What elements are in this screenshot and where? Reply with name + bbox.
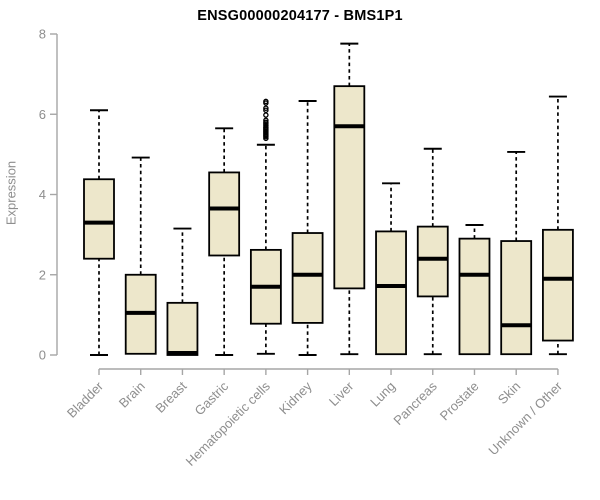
x-tick-label: Kidney xyxy=(276,378,315,417)
x-tick-label: Pancreas xyxy=(390,378,440,428)
chart-title: ENSG00000204177 - BMS1P1 xyxy=(197,8,403,24)
iqr-box xyxy=(291,232,324,324)
x-tick-label: Gastric xyxy=(192,378,232,418)
outlier-point xyxy=(263,105,269,111)
iqr-box xyxy=(83,178,115,260)
y-tick-label: 2 xyxy=(39,267,46,282)
x-tick-label: Breast xyxy=(152,378,189,415)
outlier-point xyxy=(263,117,269,124)
outlier-point xyxy=(263,112,269,118)
iqr-box xyxy=(458,237,491,356)
outlier-point xyxy=(263,107,269,113)
x-tick-label: Prostate xyxy=(437,379,482,424)
x-tick-label: Unknown / Other xyxy=(485,378,565,458)
y-tick-label: 8 xyxy=(39,27,46,42)
iqr-box xyxy=(375,230,407,356)
iqr-box xyxy=(416,225,449,298)
x-tick-label: Brain xyxy=(116,379,148,411)
y-tick-label: 4 xyxy=(39,187,46,202)
x-tick-label: Bladder xyxy=(64,378,107,421)
iqr-box xyxy=(166,301,199,356)
iqr-box xyxy=(500,240,533,356)
y-tick-label: 0 xyxy=(39,348,46,363)
x-tick-label: Liver xyxy=(326,378,357,409)
iqr-box xyxy=(208,171,241,257)
y-tick-label: 6 xyxy=(39,107,46,122)
x-tick-label: Lung xyxy=(367,379,398,410)
iqr-box xyxy=(333,85,366,290)
iqr-box xyxy=(542,228,574,342)
outlier-point xyxy=(263,119,269,126)
x-tick-label: Skin xyxy=(495,379,523,407)
outlier-point xyxy=(263,98,269,105)
